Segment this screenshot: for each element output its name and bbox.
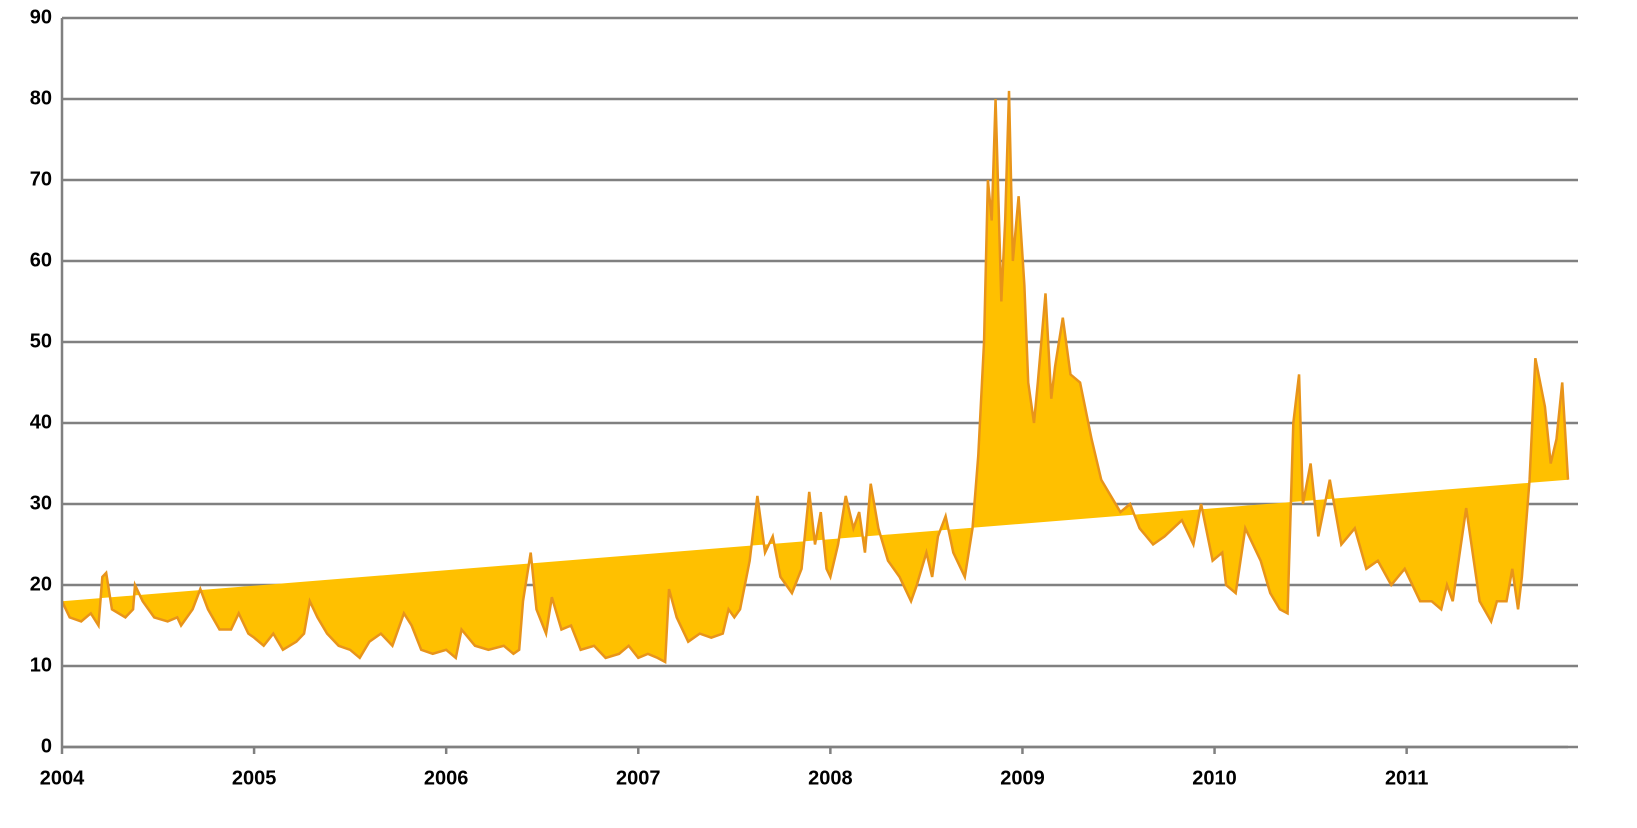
y-tick-label: 60 [30, 249, 52, 271]
area [62, 90, 1568, 662]
y-tick-label: 80 [30, 87, 52, 109]
x-tick-label: 2007 [616, 767, 661, 789]
x-tick-label: 2004 [40, 767, 85, 789]
y-tick-label: 90 [30, 6, 52, 28]
x-tick-label: 2005 [232, 767, 277, 789]
y-tick-label: 50 [30, 330, 52, 352]
y-tick-label: 0 [41, 735, 52, 757]
line [60, 90, 1570, 664]
x-tick-label: 2010 [1192, 767, 1237, 789]
x-tick-label: 2008 [808, 767, 853, 789]
x-tick-label: 2006 [424, 767, 469, 789]
y-tick-label: 10 [30, 654, 52, 676]
y-tick-label: 30 [30, 492, 52, 514]
y-tick-label: 70 [30, 168, 52, 190]
y-tick-label: 20 [30, 573, 52, 595]
y-tick-label: 40 [30, 411, 52, 433]
x-tick-label: 2011 [1385, 767, 1428, 789]
x-tick-label: 2009 [1000, 767, 1045, 789]
